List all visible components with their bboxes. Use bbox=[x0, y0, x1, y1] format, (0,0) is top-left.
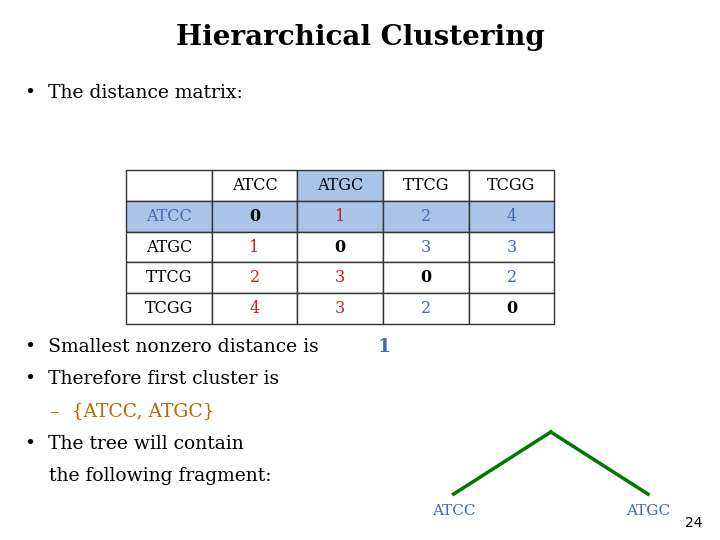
Bar bbox=[383, 170, 469, 201]
Bar bbox=[383, 201, 469, 232]
Text: ATCC: ATCC bbox=[146, 208, 192, 225]
Bar bbox=[383, 262, 469, 293]
Text: •  The tree will contain: • The tree will contain bbox=[25, 435, 244, 453]
Text: 2: 2 bbox=[420, 300, 431, 317]
Bar bbox=[212, 201, 297, 232]
Bar bbox=[469, 293, 554, 324]
Bar bbox=[212, 293, 297, 324]
Text: 4: 4 bbox=[249, 300, 260, 317]
Text: 24: 24 bbox=[685, 516, 702, 530]
Text: ATGC: ATGC bbox=[145, 239, 192, 255]
Bar bbox=[126, 293, 212, 324]
Text: 0: 0 bbox=[420, 269, 431, 286]
Text: 0: 0 bbox=[335, 239, 346, 255]
Text: ATCC: ATCC bbox=[432, 504, 475, 518]
Bar bbox=[297, 201, 383, 232]
Text: 2: 2 bbox=[506, 269, 517, 286]
Bar bbox=[383, 293, 469, 324]
Text: TTCG: TTCG bbox=[402, 177, 449, 194]
Text: –  {ATCC, ATGC}: – {ATCC, ATGC} bbox=[50, 402, 215, 420]
Bar bbox=[469, 232, 554, 262]
Text: 0: 0 bbox=[249, 208, 260, 225]
Text: 0: 0 bbox=[506, 300, 517, 317]
Bar bbox=[212, 232, 297, 262]
Bar bbox=[212, 170, 297, 201]
Text: 1: 1 bbox=[335, 208, 346, 225]
Text: 3: 3 bbox=[420, 239, 431, 255]
Bar bbox=[383, 232, 469, 262]
Text: 3: 3 bbox=[335, 269, 346, 286]
Text: 3: 3 bbox=[335, 300, 346, 317]
Text: •  Smallest nonzero distance is: • Smallest nonzero distance is bbox=[25, 338, 325, 355]
Bar bbox=[469, 201, 554, 232]
Text: TCGG: TCGG bbox=[487, 177, 536, 194]
Text: ATGC: ATGC bbox=[626, 504, 670, 518]
Bar bbox=[469, 170, 554, 201]
Bar bbox=[297, 262, 383, 293]
Bar bbox=[469, 262, 554, 293]
Bar bbox=[297, 232, 383, 262]
Text: ATCC: ATCC bbox=[232, 177, 277, 194]
Bar bbox=[126, 232, 212, 262]
Text: ATGC: ATGC bbox=[317, 177, 364, 194]
Text: Hierarchical Clustering: Hierarchical Clustering bbox=[176, 24, 544, 51]
Text: •  The distance matrix:: • The distance matrix: bbox=[25, 84, 243, 102]
Bar bbox=[212, 262, 297, 293]
Text: TTCG: TTCG bbox=[145, 269, 192, 286]
Text: •  Therefore first cluster is: • Therefore first cluster is bbox=[25, 370, 279, 388]
Bar bbox=[297, 293, 383, 324]
Text: 1: 1 bbox=[249, 239, 260, 255]
Text: 2: 2 bbox=[420, 208, 431, 225]
Text: 3: 3 bbox=[506, 239, 517, 255]
Text: 2: 2 bbox=[249, 269, 260, 286]
Bar bbox=[126, 170, 212, 201]
Text: 1: 1 bbox=[378, 338, 391, 355]
Bar bbox=[126, 201, 212, 232]
Text: 4: 4 bbox=[506, 208, 517, 225]
Bar bbox=[126, 262, 212, 293]
Bar bbox=[297, 170, 383, 201]
Text: TCGG: TCGG bbox=[145, 300, 193, 317]
Text: the following fragment:: the following fragment: bbox=[49, 467, 271, 485]
